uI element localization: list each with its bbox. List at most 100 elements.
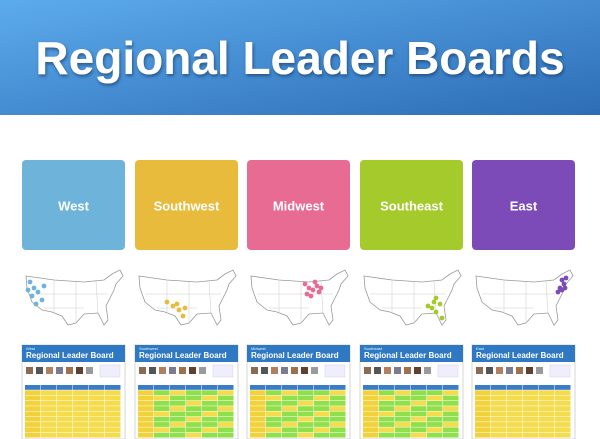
map-dot: [174, 301, 180, 307]
thumb-cell: [507, 411, 523, 417]
thumb-cell: [170, 385, 186, 390]
thumb-cell: [314, 395, 330, 401]
thumb-cell: [186, 422, 202, 427]
thumb-cell: [443, 432, 459, 438]
region-tile[interactable]: [472, 160, 575, 250]
thumb-cell: [57, 390, 73, 396]
thumb-cell: [105, 390, 121, 396]
thumb-cell: [314, 390, 330, 396]
thumb-cell: [523, 416, 539, 422]
thumb-region: East: [476, 346, 485, 351]
thumb-cell: [282, 416, 298, 422]
thumb-cell: [266, 411, 282, 417]
map-dot: [429, 305, 435, 311]
thumb-cell: [363, 395, 379, 401]
thumb-cell: [411, 411, 427, 417]
thumb-cell: [395, 406, 411, 411]
thumb-cell: [507, 400, 523, 406]
thumb-minimap: [212, 364, 234, 378]
thumb-cell: [266, 385, 282, 390]
thumb-cell: [491, 411, 507, 417]
thumb-cell: [41, 432, 57, 438]
thumb-region: Southeast: [364, 346, 383, 351]
thumb-cell: [282, 411, 298, 417]
thumb-cell: [330, 427, 346, 433]
map-dot: [31, 285, 37, 291]
thumb-cell: [57, 406, 73, 411]
thumb-cell: [73, 390, 89, 396]
thumb-cell: [395, 432, 411, 438]
thumb-cell: [250, 390, 266, 396]
thumb-cell: [218, 432, 234, 438]
thumb-photo: [261, 367, 268, 374]
thumb-cell: [523, 400, 539, 406]
thumb-cell: [25, 432, 41, 438]
thumb-cell: [411, 432, 427, 438]
thumb-cell: [523, 385, 539, 390]
thumb-cell: [298, 427, 314, 433]
thumb-cell: [363, 406, 379, 411]
thumb-cell: [314, 406, 330, 411]
thumb-cell: [73, 422, 89, 427]
region-tile[interactable]: [247, 160, 350, 250]
thumb-cell: [539, 395, 555, 401]
map-dot: [555, 289, 561, 295]
thumb-cell: [427, 411, 443, 417]
thumb-cell: [105, 395, 121, 401]
thumb-cell: [170, 422, 186, 427]
thumb-cell: [73, 411, 89, 417]
thumb-cell: [507, 406, 523, 411]
thumb-cell: [330, 400, 346, 406]
thumb-cell: [250, 411, 266, 417]
thumb-cell: [138, 411, 154, 417]
thumb-cell: [250, 427, 266, 433]
thumb-cell: [427, 400, 443, 406]
thumb-cell: [411, 385, 427, 390]
map-dot: [29, 293, 35, 299]
thumb-cell: [298, 400, 314, 406]
thumb-cell: [105, 406, 121, 411]
thumb-title: Regional Leader Board: [476, 351, 564, 360]
thumb-cell: [89, 427, 105, 433]
thumb-cell: [491, 390, 507, 396]
thumb-photo: [36, 367, 43, 374]
thumb-cell: [443, 385, 459, 390]
map-dot: [306, 285, 312, 291]
thumb-cell: [427, 416, 443, 422]
thumb-cell: [105, 432, 121, 438]
thumb-photo: [199, 367, 206, 374]
thumb-photo: [516, 367, 523, 374]
region-tile[interactable]: [360, 160, 463, 250]
thumb-photo: [291, 367, 298, 374]
region-tile[interactable]: [22, 160, 125, 250]
thumb-cell: [539, 416, 555, 422]
thumb-photo: [506, 367, 513, 374]
thumb-cell: [218, 411, 234, 417]
thumb-photo: [149, 367, 156, 374]
thumb-cell: [202, 390, 218, 396]
thumb-cell: [298, 411, 314, 417]
thumb-photo: [46, 367, 53, 374]
thumb-photo: [311, 367, 318, 374]
thumb-cell: [89, 385, 105, 390]
thumb-cell: [443, 390, 459, 396]
thumb-minimap: [324, 364, 346, 378]
thumb-cell: [507, 385, 523, 390]
thumb-cell: [186, 411, 202, 417]
map-dot: [318, 285, 324, 291]
thumb-photo: [169, 367, 176, 374]
thumb-title: Regional Leader Board: [251, 351, 339, 360]
thumb-cell: [218, 395, 234, 401]
thumb-cell: [154, 385, 170, 390]
thumb-cell: [395, 427, 411, 433]
thumb-region: Southwest: [139, 346, 159, 351]
thumb-cell: [427, 390, 443, 396]
thumb-cell: [282, 427, 298, 433]
thumb-cell: [105, 385, 121, 390]
thumb-cell: [523, 422, 539, 427]
thumb-photo: [159, 367, 166, 374]
region-tile[interactable]: [135, 160, 238, 250]
thumb-cell: [138, 400, 154, 406]
thumb-cell: [73, 427, 89, 433]
thumb-cell: [73, 432, 89, 438]
